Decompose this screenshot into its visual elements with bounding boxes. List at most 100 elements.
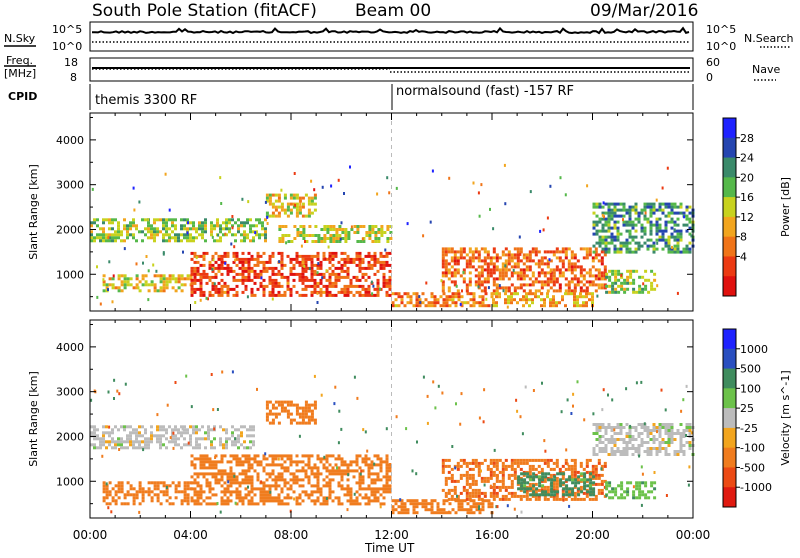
echo-cell xyxy=(382,475,386,479)
echo-cell xyxy=(180,425,183,429)
echo-cell xyxy=(286,281,290,285)
echo-cell xyxy=(174,277,178,281)
echo-cell xyxy=(141,493,145,497)
echo-cell xyxy=(442,292,446,296)
echo-speck xyxy=(601,408,604,412)
echo-cell xyxy=(589,487,593,491)
echo-speck xyxy=(489,207,491,211)
echo-cell xyxy=(585,301,588,305)
echo-cell xyxy=(358,260,362,264)
echo-speck xyxy=(643,422,646,426)
echo-speck xyxy=(181,427,184,431)
echo-cell xyxy=(406,301,410,305)
echo-cell xyxy=(364,254,368,258)
echo-cell xyxy=(198,428,201,432)
echo-cell xyxy=(658,423,662,426)
echo-cell xyxy=(241,275,245,279)
echo-cell xyxy=(250,269,254,273)
echo-cell xyxy=(577,487,581,491)
echo-cell xyxy=(349,460,353,464)
echo-cell xyxy=(135,283,139,287)
echo-cell xyxy=(220,472,224,476)
echo-cell xyxy=(628,217,632,221)
echo-cell xyxy=(364,454,368,458)
echo-cell xyxy=(105,502,109,506)
echo-cell xyxy=(594,482,598,486)
echo-cell xyxy=(271,499,275,503)
echo-cell xyxy=(316,284,320,288)
echo-band xyxy=(102,481,193,506)
echo-cell xyxy=(601,450,605,453)
echo-cell xyxy=(265,418,269,422)
echo-speck xyxy=(152,263,155,267)
echo-cell xyxy=(430,295,434,299)
echo-cell xyxy=(501,473,505,477)
echo-cell xyxy=(186,233,189,237)
echo-cell xyxy=(379,457,383,461)
echo-cell xyxy=(150,280,154,284)
echo-cell xyxy=(261,224,264,228)
echo-cell xyxy=(198,437,201,441)
echo-cell xyxy=(510,271,514,275)
echo-speck xyxy=(350,225,353,229)
echo-cell xyxy=(498,485,502,489)
echo-cell xyxy=(558,289,562,293)
echo-cell xyxy=(186,481,190,485)
echo-cell xyxy=(343,463,347,467)
echo-cell xyxy=(558,497,562,501)
echo-cell xyxy=(235,257,239,261)
echo-cell xyxy=(105,431,108,435)
echo-cell xyxy=(174,227,177,231)
echo-cell xyxy=(193,499,197,503)
echo-cell xyxy=(567,286,571,290)
echo-cell xyxy=(382,496,386,500)
echo-cell xyxy=(386,240,390,243)
echo-cell xyxy=(325,284,329,288)
echo-cell xyxy=(304,463,308,467)
echo-cell xyxy=(313,272,317,276)
echo-cell xyxy=(340,475,344,479)
echo-cell xyxy=(571,493,575,497)
echo-cell xyxy=(337,272,341,276)
echo-cell xyxy=(183,443,186,447)
echo-cell xyxy=(108,481,112,485)
echo-cell xyxy=(516,253,520,257)
echo-cell xyxy=(286,466,290,470)
echo-cell xyxy=(549,277,553,281)
echo-cell xyxy=(196,472,200,476)
echo-cell xyxy=(220,254,224,258)
echo-speck xyxy=(147,269,150,273)
echo-cell xyxy=(268,409,272,413)
echo-cell xyxy=(676,250,680,254)
echo-cell xyxy=(589,478,593,482)
echo-cell xyxy=(579,485,583,489)
echo-cell xyxy=(214,454,218,458)
echo-cell xyxy=(217,290,221,294)
echo-cell xyxy=(655,229,659,233)
echo-cell xyxy=(535,475,539,479)
echo-cell xyxy=(352,260,356,264)
echo-cell xyxy=(162,236,165,240)
echo-cell xyxy=(594,464,598,468)
echo-speck xyxy=(213,282,216,286)
echo-cell xyxy=(138,487,142,491)
echo-cell xyxy=(231,224,234,228)
echo-cell xyxy=(495,292,498,296)
echo-cell xyxy=(644,287,648,291)
echo-cell xyxy=(622,438,626,441)
echo-cell xyxy=(453,497,457,501)
echo-cell xyxy=(543,479,547,483)
echo-cell xyxy=(685,205,689,209)
echo-cell xyxy=(459,476,463,480)
echo-cell xyxy=(600,283,604,287)
echo-cell xyxy=(424,505,428,509)
echo-cell xyxy=(632,290,636,294)
echo-cell xyxy=(117,490,121,494)
echo-cell xyxy=(277,502,281,506)
echo-cell xyxy=(304,284,308,288)
echo-cell xyxy=(388,251,392,255)
echo-speck xyxy=(583,418,586,422)
echo-cell xyxy=(247,272,251,276)
colorbar-swatch xyxy=(723,118,736,139)
echo-cell xyxy=(223,284,227,288)
